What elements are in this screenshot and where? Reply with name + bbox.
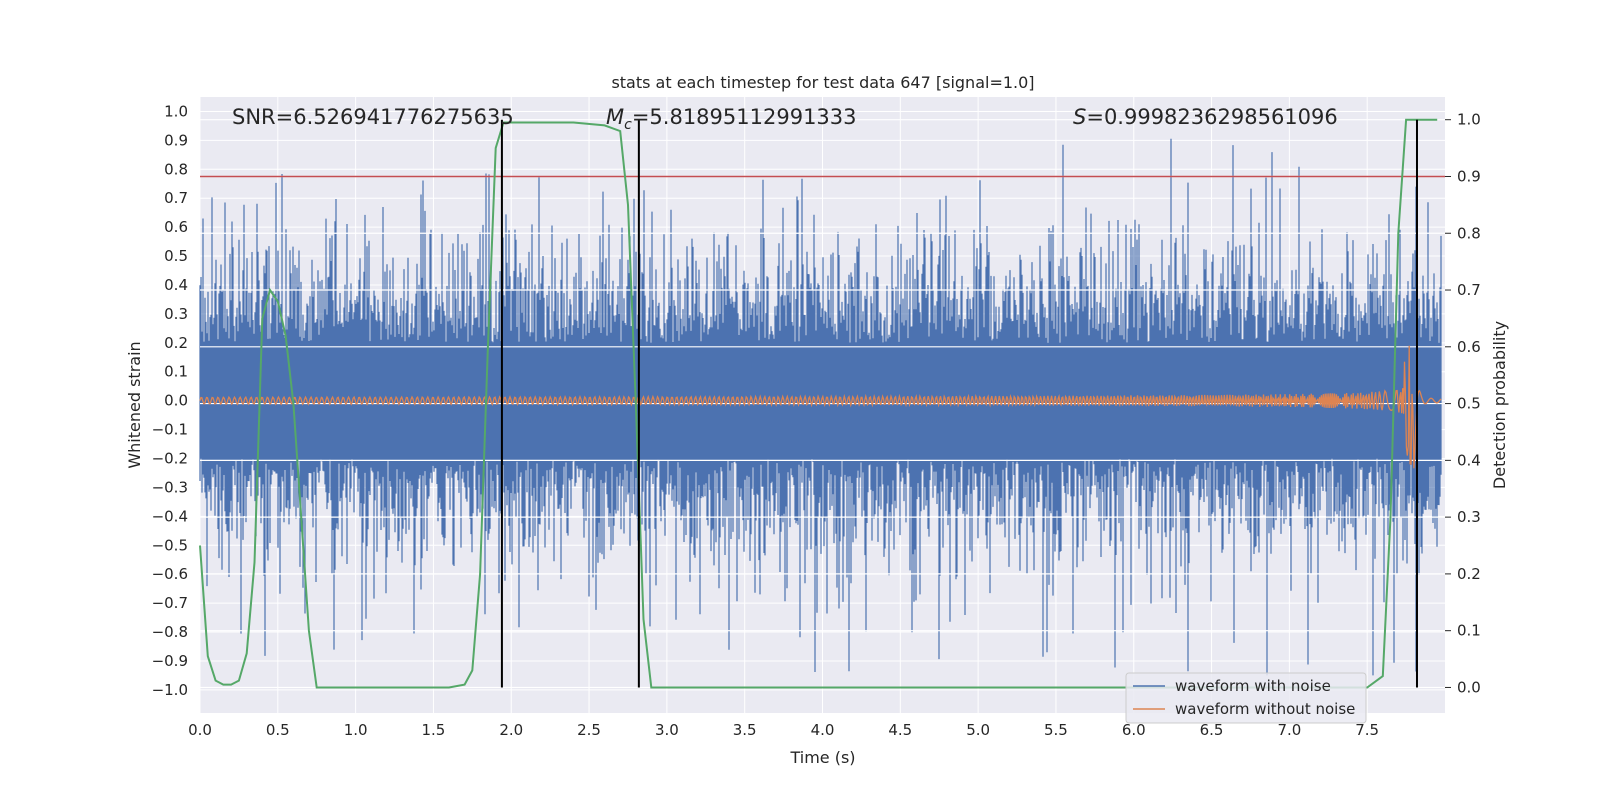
x-tick-label: 1.5 [422, 721, 446, 739]
y-tick-label-right: 0.5 [1457, 395, 1481, 413]
y-tick-label-left: −0.8 [152, 623, 188, 641]
y-tick-label-left: −0.2 [152, 450, 188, 468]
snr-annotation: SNR=6.526941776275635 [232, 105, 514, 129]
x-axis-label: Time (s) [789, 748, 855, 767]
y-tick-label-right: 0.7 [1457, 281, 1481, 299]
score-symbol: S [1073, 105, 1086, 129]
score-annotation: S=0.9998236298561096 [1073, 105, 1338, 129]
x-tick-label: 1.0 [344, 721, 368, 739]
y-tick-label-left: 0.4 [164, 276, 188, 294]
y-tick-label-right: 0.0 [1457, 678, 1481, 696]
y-tick-label-right: 0.1 [1457, 622, 1481, 640]
y-tick-label-left: −0.9 [152, 652, 188, 670]
y-tick-label-left: 1.0 [164, 102, 188, 120]
y-tick-label-left: −0.3 [152, 478, 188, 496]
y-tick-label-left: 0.2 [164, 334, 188, 352]
y-tick-label-right: 1.0 [1457, 111, 1481, 129]
x-tick-label: 7.5 [1355, 721, 1379, 739]
y-tick-label-left: −0.4 [152, 507, 188, 525]
legend-label-noise: waveform with noise [1175, 677, 1331, 695]
chirp-mass-annotation: Mc=5.81895112991333 [606, 105, 857, 133]
chirp-mass-symbol: M [606, 105, 624, 129]
x-tick-label: 0.0 [188, 721, 212, 739]
score-value: =0.9998236298561096 [1086, 105, 1337, 129]
x-tick-label: 4.5 [888, 721, 912, 739]
y-tick-label-left: 0.1 [164, 363, 188, 381]
y-tick-label-left: 0.8 [164, 160, 188, 178]
chirp-mass-value: =5.81895112991333 [632, 105, 857, 129]
y-tick-label-left: −0.6 [152, 565, 188, 583]
y-tick-label-left: −0.1 [152, 421, 188, 439]
chart-title: stats at each timestep for test data 647… [611, 73, 1034, 92]
x-tick-label: 2.0 [499, 721, 523, 739]
x-tick-label: 7.0 [1277, 721, 1301, 739]
y-axis-label-right: Detection probability [1490, 321, 1509, 489]
y-tick-label-left: −0.7 [152, 594, 188, 612]
x-tick-label: 6.0 [1122, 721, 1146, 739]
y-tick-label-right: 0.9 [1457, 167, 1481, 185]
y-tick-label-left: −1.0 [152, 681, 188, 699]
y-tick-label-left: 0.0 [164, 392, 188, 410]
y-tick-label-left: 0.3 [164, 305, 188, 323]
y-tick-label-left: 0.9 [164, 131, 188, 149]
y-tick-label-left: 0.7 [164, 189, 188, 207]
x-tick-label: 5.5 [1044, 721, 1068, 739]
legend: waveform with noise waveform without noi… [1126, 673, 1366, 723]
y-tick-label-left: 0.5 [164, 247, 188, 265]
x-tick-label: 6.5 [1200, 721, 1224, 739]
x-tick-label: 2.5 [577, 721, 601, 739]
y-tick-label-right: 0.2 [1457, 565, 1481, 583]
y-axis-label-left: Whitened strain [125, 341, 144, 468]
y-tick-label-right: 0.8 [1457, 224, 1481, 242]
x-tick-label: 5.0 [966, 721, 990, 739]
x-tick-label: 0.5 [266, 721, 290, 739]
y-tick-label-right: 0.3 [1457, 508, 1481, 526]
y-tick-label-right: 0.4 [1457, 451, 1481, 469]
x-tick-label: 3.0 [655, 721, 679, 739]
legend-label-clean: waveform without noise [1175, 700, 1355, 718]
y-tick-label-left: −0.5 [152, 536, 188, 554]
y-tick-label-left: 0.6 [164, 218, 188, 236]
x-tick-label: 3.5 [733, 721, 757, 739]
y-tick-label-right: 0.6 [1457, 338, 1481, 356]
x-tick-label: 4.0 [811, 721, 835, 739]
